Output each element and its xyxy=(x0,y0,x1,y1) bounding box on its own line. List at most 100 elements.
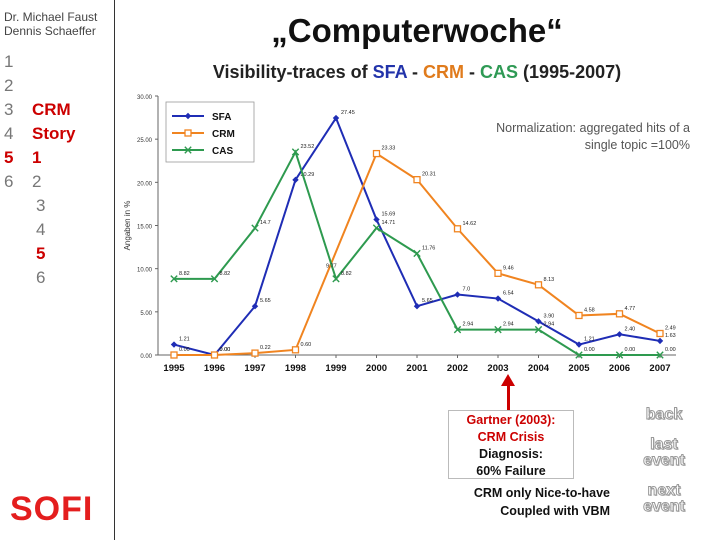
author-name: Dennis Schaeffer xyxy=(4,24,96,38)
data-point xyxy=(413,303,421,310)
data-label: 20.29 xyxy=(301,172,315,178)
data-point xyxy=(251,303,259,310)
data-label: 14.62 xyxy=(463,221,477,227)
data-point xyxy=(170,351,178,359)
data-point xyxy=(615,310,624,318)
outline-num: 4 xyxy=(4,124,14,143)
data-label: 14.71 xyxy=(382,220,396,226)
subtitle-crm: CRM xyxy=(422,62,464,82)
outline-num: 2 xyxy=(4,76,14,95)
data-label: 15.69 xyxy=(382,212,396,218)
sub-outline-item[interactable]: 6 xyxy=(36,268,46,287)
x-tick-label: 1999 xyxy=(325,363,346,374)
data-point xyxy=(615,351,624,359)
gartner-crisis: CRM Crisis xyxy=(477,430,545,444)
data-point xyxy=(291,148,300,156)
data-label: 8.13 xyxy=(544,277,555,283)
back-button[interactable]: back xyxy=(645,406,683,423)
data-point xyxy=(184,129,192,137)
data-label: 8.82 xyxy=(220,271,231,277)
data-label: 0.00 xyxy=(665,347,676,353)
y-tick-label: 10.00 xyxy=(137,268,153,274)
data-label: 2.94 xyxy=(544,322,555,328)
data-label: 1.21 xyxy=(584,337,595,343)
data-label: 5.65 xyxy=(422,298,433,304)
data-label: 3.90 xyxy=(544,313,555,319)
data-label: 8.82 xyxy=(179,271,190,277)
y-axis-label: Angaben in % xyxy=(123,201,132,251)
gartner-annotation: Gartner (2003): CRM Crisis Diagnosis: 60… xyxy=(448,410,574,479)
gartner-diagnosis: Diagnosis: xyxy=(479,447,543,461)
data-label: 1.63 xyxy=(665,333,676,339)
x-tick-label: 2003 xyxy=(487,363,508,374)
next-event-button[interactable]: next event xyxy=(643,482,686,515)
visibility-chart: 0.00 5.00 10.00 15.00 20.00 25.00 30.00 Angaben… xyxy=(123,95,676,374)
sub-outline-item[interactable]: 3 xyxy=(36,196,46,215)
gartner-source: Gartner (2003): xyxy=(466,413,556,427)
x-tick-label: 2004 xyxy=(528,363,550,374)
y-tick-label: 30.00 xyxy=(137,95,153,101)
subtitle-cas: CAS xyxy=(480,62,519,82)
page-title: „Computerwoche“ xyxy=(271,12,563,49)
data-point xyxy=(291,346,300,354)
x-tick-label: 2002 xyxy=(447,363,468,374)
last-event-button[interactable]: last event xyxy=(643,436,686,469)
sub-outline-item-active[interactable]: 5 xyxy=(36,244,46,263)
data-label: 2.94 xyxy=(463,322,474,328)
data-point xyxy=(575,351,583,359)
sub-outline-item[interactable]: 4 xyxy=(36,220,46,239)
y-tick-label: 15.00 xyxy=(137,225,153,231)
data-point xyxy=(251,224,259,232)
page-subtitle: Visibility-traces of SFA - CRM - CAS (19… xyxy=(114,62,720,83)
data-label: 4.77 xyxy=(625,306,636,312)
author-name: Dr. Michael Faust xyxy=(4,10,98,24)
legend-label: CRM xyxy=(212,129,235,140)
data-point xyxy=(332,114,340,122)
footnote-line: CRM only Nice-to-have xyxy=(473,486,610,500)
outline-label: 2 xyxy=(32,172,42,191)
outline-item[interactable]: 1 xyxy=(4,50,75,74)
data-label: 0.00 xyxy=(625,347,636,353)
y-tick-label: 0.00 xyxy=(140,354,152,360)
data-point xyxy=(494,295,502,302)
outline-item[interactable]: 2 xyxy=(4,74,75,98)
data-point xyxy=(454,291,461,298)
data-point xyxy=(453,325,462,334)
data-point xyxy=(184,146,192,154)
outline-item[interactable]: 3 CRM xyxy=(4,98,75,122)
subtitle-prefix: Visibility-traces of xyxy=(212,62,368,82)
data-label: 0.22 xyxy=(260,345,271,351)
outline-num: 1 xyxy=(4,52,14,71)
authors: Dr. Michael Faust Dennis Schaeffer xyxy=(4,10,97,38)
data-label: 1.21 xyxy=(179,337,190,343)
x-tick-label: 1996 xyxy=(204,363,225,374)
y-tick-label: 25.00 xyxy=(137,138,153,144)
data-point xyxy=(210,351,219,359)
outline-label: Story xyxy=(32,124,76,143)
data-label: 14.7 xyxy=(260,220,271,226)
outline-num: 3 xyxy=(4,100,14,119)
data-point xyxy=(656,329,664,338)
data-point xyxy=(251,349,259,357)
data-point xyxy=(170,341,178,348)
data-point xyxy=(372,224,381,232)
data-point xyxy=(413,176,421,184)
sidebar: Dr. Michael Faust Dennis Schaeffer 1 2 3… xyxy=(0,0,115,540)
data-label: 0.60 xyxy=(301,342,312,348)
legend-label: SFA xyxy=(212,112,231,123)
gartner-failure: 60% Failure xyxy=(476,464,546,478)
outline-label: CRM xyxy=(32,100,71,119)
data-label: 23.52 xyxy=(301,144,315,150)
subtitle-separator: - xyxy=(469,62,475,82)
normalization-note: Normalization: aggregated hits of a sing… xyxy=(496,121,690,152)
data-point xyxy=(170,275,178,283)
data-label: 11.76 xyxy=(422,245,435,251)
data-point xyxy=(535,318,542,325)
data-label: 27.45 xyxy=(341,110,355,116)
footnote: CRM only Nice-to-have Coupled with VBM xyxy=(400,484,610,520)
subtitle-years: (1995-2007) xyxy=(523,62,622,82)
outline-item[interactable]: 4 Story xyxy=(4,122,75,146)
